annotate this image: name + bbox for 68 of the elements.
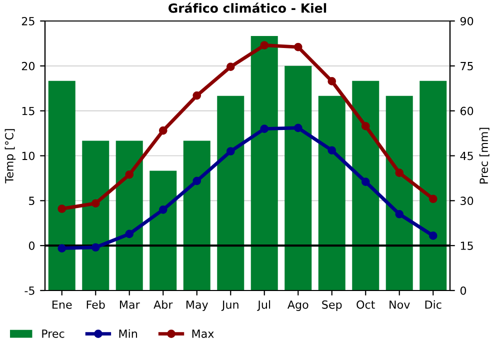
point	[158, 205, 168, 214]
x-tick-label: Dic	[425, 300, 442, 309]
y-tick-label: 20	[22, 62, 35, 70]
x-tick-label: Ago	[287, 300, 308, 311]
x-tick-label: May	[186, 300, 208, 311]
bar	[352, 80, 380, 290]
point	[158, 126, 168, 135]
bar	[386, 96, 413, 290]
point	[428, 194, 438, 204]
y-tick-label: -5	[24, 286, 34, 295]
legend-label: Max	[192, 330, 214, 338]
y2-tick-label: 30	[460, 196, 474, 206]
y-tick-label: 5	[29, 196, 34, 206]
point	[125, 170, 134, 179]
y2-axis-title: Prec [mm]	[479, 128, 490, 184]
y2-tick-label: 0	[460, 286, 466, 295]
y-axis-title: Temp [°C]	[4, 129, 16, 184]
y-tick-label: 0	[28, 242, 35, 250]
point	[428, 232, 438, 240]
legend-label: Prec	[42, 330, 64, 338]
bar	[217, 96, 244, 290]
x-tick-label: Mar	[120, 300, 140, 309]
bar	[82, 140, 110, 290]
point	[192, 91, 202, 100]
point	[294, 124, 302, 132]
x-tick-label: Jul	[257, 300, 270, 311]
bar	[48, 80, 76, 290]
point	[226, 147, 235, 156]
x-tick-label: Oct	[356, 300, 375, 309]
bar	[318, 96, 346, 290]
point	[226, 62, 235, 71]
bar	[183, 140, 210, 290]
point	[91, 243, 100, 252]
bar	[284, 66, 312, 290]
point	[395, 210, 404, 218]
x-tick-label: Sep	[322, 300, 342, 311]
x-tick-label: Jun	[221, 300, 238, 311]
point	[125, 230, 134, 238]
point	[395, 168, 404, 177]
y2-tick-label: 45	[460, 152, 473, 160]
x-tick-label: Nov	[390, 300, 410, 309]
bar	[150, 170, 177, 290]
y2-tick-label: 15	[460, 242, 473, 250]
x-tick-label: Feb	[86, 300, 105, 309]
point	[361, 122, 370, 130]
x-tick-label: Abr	[154, 300, 173, 309]
bar	[250, 36, 278, 290]
bar	[116, 140, 143, 290]
point	[58, 244, 66, 252]
point	[328, 77, 336, 86]
point	[260, 124, 269, 133]
y-tick-label: 15	[22, 106, 34, 116]
legend-label: Min	[119, 329, 137, 338]
point	[294, 42, 302, 52]
point	[328, 146, 336, 155]
y-tick-label: 25	[22, 16, 34, 26]
point	[192, 176, 202, 186]
point	[91, 199, 100, 208]
y-tick-label: 10	[22, 152, 35, 160]
y2-tick-label: 60	[460, 106, 474, 116]
y2-tick-label: 90	[460, 16, 474, 26]
bar	[420, 80, 447, 290]
point	[260, 41, 269, 50]
chart-title: Gráfico climático - Kiel	[168, 2, 326, 13]
point	[58, 204, 66, 213]
point	[361, 178, 370, 186]
y2-tick-label: 75	[460, 62, 473, 70]
x-tick-label: Ene	[52, 300, 72, 309]
